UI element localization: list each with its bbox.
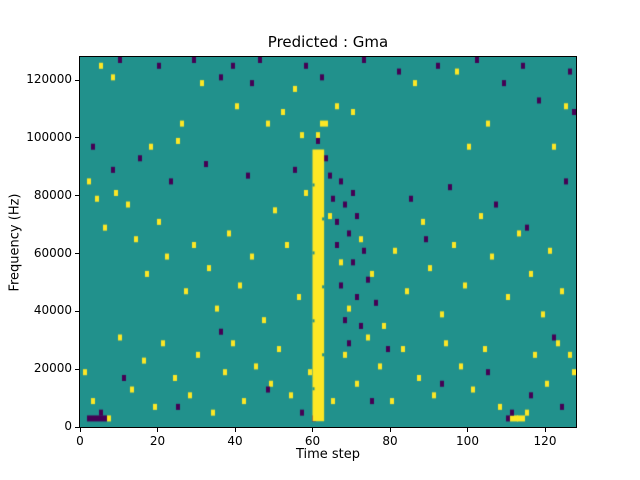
x-tick-mark bbox=[467, 428, 468, 432]
y-tick-label: 40000 bbox=[33, 303, 72, 318]
chart-title: Predicted : Gma bbox=[267, 33, 389, 51]
y-tick-label: 0 bbox=[64, 419, 72, 433]
y-tick-mark bbox=[75, 137, 79, 139]
heatmap-canvas bbox=[79, 56, 577, 428]
x-tick-label: 60 bbox=[304, 434, 321, 448]
x-tick-mark bbox=[79, 428, 81, 432]
y-tick-label: 100000 bbox=[26, 129, 72, 144]
x-tick-label: 80 bbox=[382, 434, 398, 448]
x-tick-label: 0 bbox=[76, 434, 84, 448]
y-tick-label: 80000 bbox=[33, 187, 72, 202]
x-tick-mark bbox=[157, 428, 158, 432]
x-tick-label: 40 bbox=[227, 434, 243, 448]
x-tick-mark bbox=[312, 428, 313, 432]
y-tick-mark bbox=[75, 310, 79, 312]
x-tick-label: 100 bbox=[456, 434, 479, 448]
x-tick-mark bbox=[544, 428, 546, 432]
x-tick-label: 120 bbox=[533, 434, 557, 448]
y-tick-label: 120000 bbox=[26, 72, 72, 87]
x-tick-mark bbox=[234, 428, 236, 432]
x-tick-mark bbox=[389, 428, 391, 432]
y-tick-mark bbox=[75, 253, 79, 255]
y-tick-mark bbox=[75, 79, 79, 81]
y-tick-mark bbox=[75, 368, 79, 370]
y-tick-mark bbox=[75, 195, 79, 197]
x-axis-label: Time step bbox=[295, 447, 361, 462]
x-tick-label: 20 bbox=[149, 434, 166, 448]
y-tick-mark bbox=[75, 426, 79, 428]
y-tick-label: 20000 bbox=[33, 361, 72, 376]
y-tick-label: 60000 bbox=[33, 245, 72, 260]
